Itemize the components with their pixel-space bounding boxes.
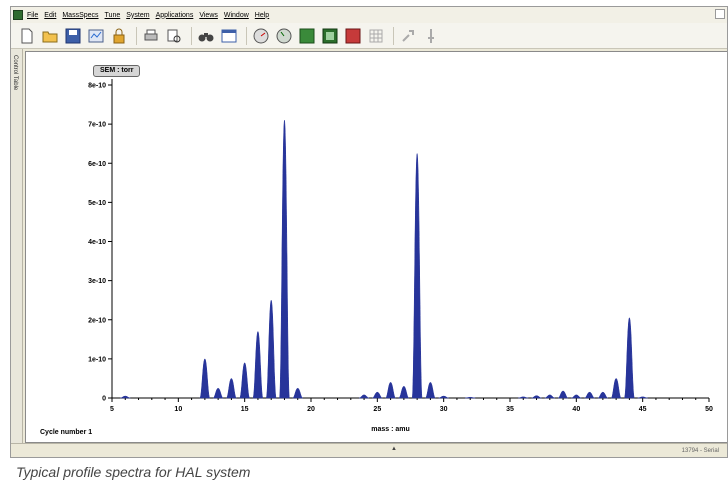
toolbar-separator [191, 26, 192, 45]
spectrum-peak [571, 394, 582, 399]
cycle-number-label: Cycle number 1 [40, 429, 93, 436]
pin-icon[interactable] [421, 26, 441, 46]
save-icon[interactable] [63, 26, 83, 46]
spectrum-peak [372, 391, 383, 399]
y-tick-label: 3e-10 [88, 278, 106, 285]
spectrum-peak [637, 396, 648, 399]
x-tick-label: 25 [373, 406, 381, 413]
menu-massspecs[interactable]: MassSpecs [62, 11, 99, 19]
toolbar-separator [246, 26, 247, 45]
menu-applications[interactable]: Applications [155, 11, 194, 19]
print-preview-icon[interactable] [164, 26, 184, 46]
tool-icon[interactable] [398, 26, 418, 46]
spectrum-peak [120, 395, 131, 399]
menu-tune[interactable]: Tune [104, 11, 121, 19]
spectrum-peak [518, 396, 529, 399]
y-tick-label: 6e-10 [88, 161, 106, 168]
toolbar-separator [136, 26, 137, 45]
spectrum-peak [531, 395, 542, 399]
menu-system[interactable]: System [126, 11, 150, 19]
spectrum-chart: 0 1e-10 2e-10 3e-10 4e-10 5e-10 6e-10 7e-10 8e-1… [88, 79, 713, 433]
spectrum-peak [226, 378, 237, 399]
menu-views[interactable]: Views [199, 11, 218, 19]
y-tick-label: 5e-10 [88, 200, 106, 207]
spectrum-peak [212, 387, 224, 399]
spectrum-peak [584, 391, 595, 399]
status-serial: 13794 - Serial [681, 448, 719, 454]
spectrum-peak [239, 362, 250, 399]
menu-window[interactable]: Window [223, 11, 249, 19]
spectrum-peak [438, 395, 449, 399]
x-tick-label: 10 [174, 406, 182, 413]
window-icon[interactable] [219, 26, 239, 46]
green-dark-icon[interactable] [320, 26, 340, 46]
spectrum-peak [597, 391, 608, 399]
y-tick-label: 0 [102, 396, 106, 403]
spectrum-peak [465, 396, 476, 399]
toolbar [11, 23, 727, 49]
splitter-grip-icon[interactable]: ▲ [391, 446, 397, 452]
x-tick-label: 20 [307, 406, 315, 413]
print-icon[interactable] [141, 26, 161, 46]
x-tick-label: 45 [639, 406, 647, 413]
toolbar-separator [393, 26, 394, 45]
spectrum-peak [610, 378, 622, 399]
x-tick-label: 30 [440, 406, 448, 413]
grid-icon[interactable] [366, 26, 386, 46]
sem-unit-badge[interactable]: SEM : torr [93, 65, 141, 77]
y-tick-label: 4e-10 [88, 239, 106, 246]
settings-icon[interactable] [86, 26, 106, 46]
spectrum-peak [292, 387, 303, 399]
x-tick-label: 40 [572, 406, 580, 413]
x-axis-label: mass : amu [371, 426, 410, 433]
red-square-icon[interactable] [343, 26, 363, 46]
app-logo-icon [13, 10, 23, 20]
y-tick-label: 8e-10 [88, 83, 106, 90]
gauge-icon[interactable] [251, 26, 271, 46]
spectrum-peak [358, 394, 370, 399]
y-tick-label: 7e-10 [88, 122, 106, 129]
binoculars-icon[interactable] [196, 26, 216, 46]
application-window: File Edit MassSpecs Tune System Applicat… [10, 6, 728, 458]
x-tick-label: 50 [705, 406, 713, 413]
gauge-alt-icon[interactable] [274, 26, 294, 46]
y-tick-label: 1e-10 [88, 356, 106, 363]
spectrum-peak [557, 390, 569, 399]
lock-icon[interactable] [109, 26, 129, 46]
spectrum-peak [544, 394, 555, 399]
figure-caption: Typical profile spectra for HAL system [16, 464, 251, 480]
menu-help[interactable]: Help [254, 11, 270, 19]
window-control-icon[interactable] [715, 9, 725, 19]
spectrum-peak [398, 386, 410, 399]
spectrum-plot: 0 1e-10 2e-10 3e-10 4e-10 5e-10 6e-10 7e-10 8e-1… [25, 51, 727, 443]
menu-file[interactable]: File [27, 11, 39, 19]
y-tick-label: 2e-10 [88, 317, 106, 324]
spectrum-peak [265, 299, 277, 399]
x-tick-label: 15 [241, 406, 249, 413]
new-file-icon[interactable] [17, 26, 37, 46]
spectrum-peak [425, 382, 436, 399]
x-tick-label: 5 [110, 406, 114, 413]
spectrum-peak [624, 317, 635, 399]
menu-edit[interactable]: Edit [44, 11, 57, 19]
green-square-icon[interactable] [297, 26, 317, 46]
control-table-label: Control Table [12, 55, 18, 91]
menu-bar: File Edit MassSpecs Tune System Applicat… [11, 7, 727, 23]
control-table-tab[interactable]: Control Table [11, 49, 23, 444]
spectrum-peak [252, 331, 264, 399]
spectrum-peak [279, 119, 290, 399]
x-tick-label: 35 [506, 406, 514, 413]
spectrum-peak [199, 358, 211, 399]
spectrum-peak [385, 382, 396, 399]
status-bar: ▲ 13794 - Serial [11, 443, 727, 457]
open-folder-icon[interactable] [40, 26, 60, 46]
spectrum-peak [411, 153, 423, 399]
